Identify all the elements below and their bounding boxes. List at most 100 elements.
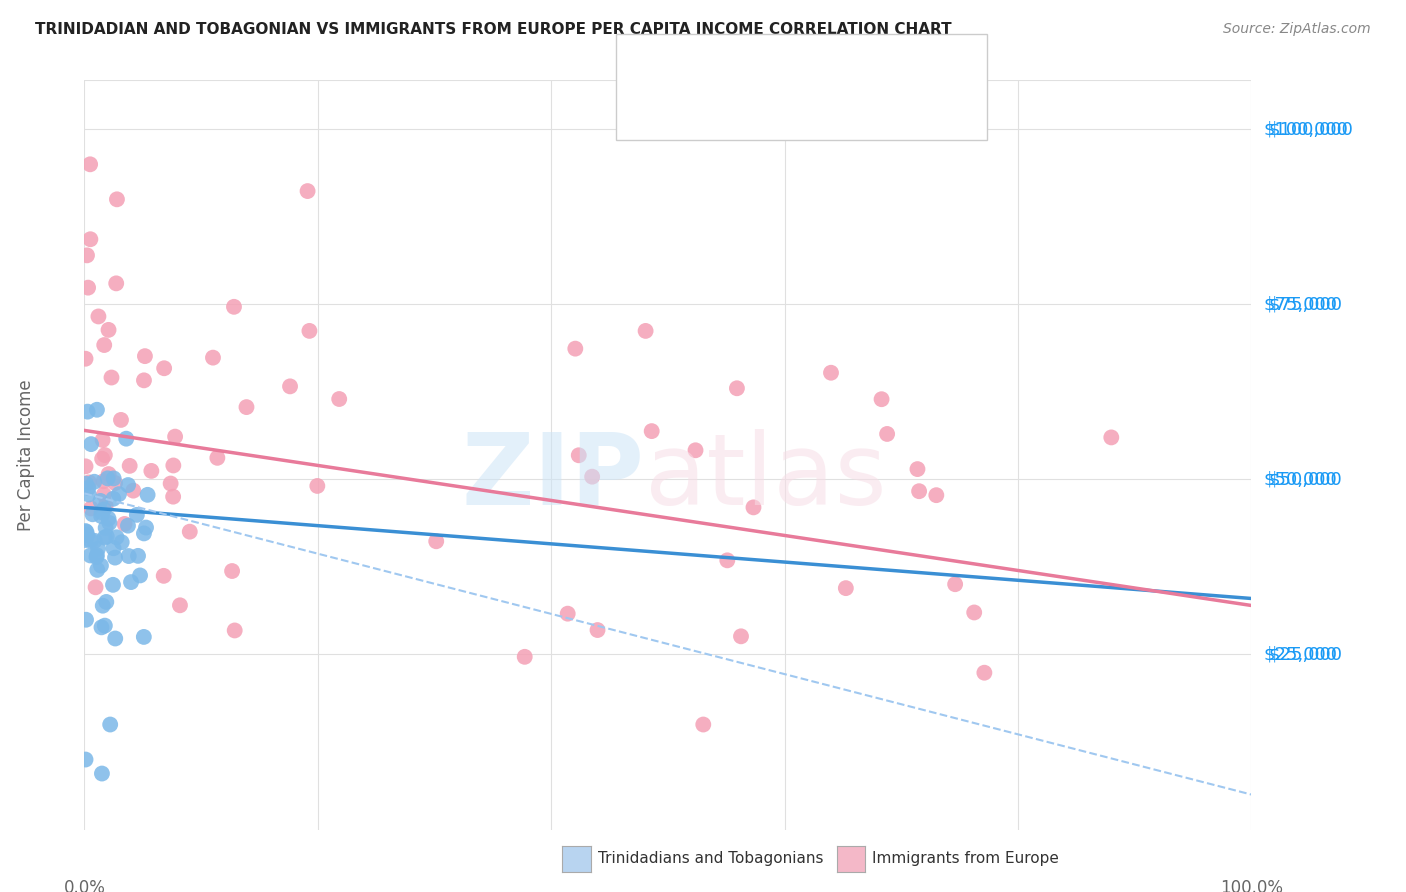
Point [634,324,657,338]
Point [90,505,112,519]
Point [307,479,329,493]
Point [79,157,101,171]
Point [298,324,321,338]
Point [75,476,97,491]
Point [117,478,139,492]
Point [136,488,159,502]
Point [278,379,301,393]
Point [94,618,117,632]
Point [87,310,110,324]
Point [79,232,101,246]
Point [75,613,97,627]
Point [513,649,536,664]
Point [101,578,124,592]
Point [97,323,120,337]
Text: Source: ZipAtlas.com: Source: ZipAtlas.com [1223,22,1371,37]
Point [91,433,114,447]
Point [876,426,898,441]
Point [425,534,447,549]
Text: 0.0%: 0.0% [63,879,105,892]
Point [83,533,105,548]
Point [207,450,229,465]
Point [127,549,149,563]
Point [91,766,114,780]
Point [169,599,191,613]
Point [557,607,579,621]
Point [586,623,609,637]
Point [908,484,931,499]
Point [925,488,948,502]
Point [77,487,100,501]
Point [297,184,319,198]
Point [90,620,112,634]
Point [1099,430,1122,444]
Point [224,624,246,638]
Text: R =  -0.175   N = 59: R = -0.175 N = 59 [686,61,863,76]
Point [132,526,155,541]
Point [152,569,174,583]
Point [132,373,155,387]
Point [100,370,122,384]
Point [122,483,145,498]
Point [870,392,893,407]
Point [94,448,117,462]
Point [91,599,114,613]
Point [943,577,966,591]
Point [685,443,707,458]
Point [117,518,139,533]
Point [80,437,103,451]
Text: TRINIDADIAN AND TOBAGONIAN VS IMMIGRANTS FROM EUROPE PER CAPITA INCOME CORRELATI: TRINIDADIAN AND TOBAGONIAN VS IMMIGRANTS… [35,22,952,37]
Point [76,528,98,542]
Point [235,400,257,414]
Point [75,524,97,538]
Point [75,351,97,366]
Point [111,535,134,549]
Point [132,630,155,644]
Point [564,342,586,356]
Point [110,413,132,427]
Point [118,458,141,473]
Text: $25,000: $25,000 [1268,646,1343,664]
Point [80,501,103,516]
Point [98,516,121,530]
Point [86,563,108,577]
Text: $75,000: $75,000 [1263,295,1337,313]
Point [162,490,184,504]
Point [103,471,125,485]
Point [97,467,120,481]
Point [75,533,97,547]
Point [96,529,118,543]
Point [97,511,120,525]
Point [222,300,245,314]
Text: atlas: atlas [644,429,886,526]
Point [730,629,752,643]
Point [84,580,107,594]
Point [201,351,224,365]
Point [77,280,100,294]
Point [104,550,127,565]
Point [135,520,157,534]
Point [725,381,748,395]
Point [835,581,858,595]
Point [162,458,184,473]
Point [86,549,108,563]
Text: $25,000: $25,000 [1263,646,1337,664]
Point [973,665,995,680]
Text: Per Capita Income: Per Capita Income [17,379,35,531]
Point [86,550,108,565]
Text: $100,000: $100,000 [1268,120,1354,138]
Point [75,752,97,766]
Point [120,575,142,590]
Point [179,524,201,539]
Point [93,338,115,352]
Point [105,530,128,544]
Point [141,464,163,478]
Point [86,402,108,417]
Point [103,541,125,556]
Text: $100,000: $100,000 [1263,120,1348,138]
Point [90,558,112,573]
Point [103,491,125,506]
Point [125,508,148,522]
Text: $50,000: $50,000 [1263,470,1337,489]
Point [94,499,117,513]
